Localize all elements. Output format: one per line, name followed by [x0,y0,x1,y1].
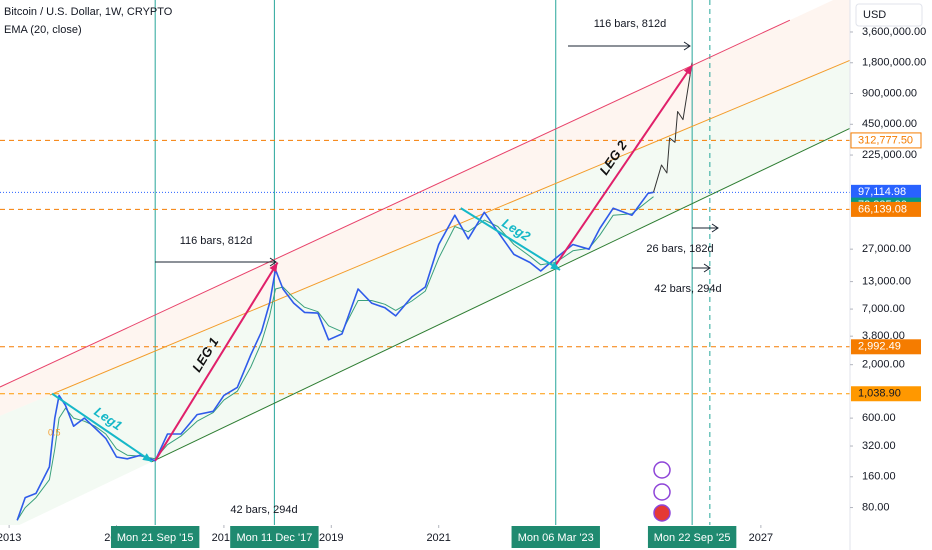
measure-arrow [155,257,277,267]
date-marker-label: Mon 22 Sep '25 [654,532,731,544]
annotation: 42 bars, 294d [230,504,297,516]
trendline [49,59,851,396]
price-badge [851,386,921,402]
y-tick-label: 900,000.00 [862,87,917,99]
indicator-label: EMA (20, close) [4,24,82,36]
currency-button[interactable] [855,3,923,27]
date-marker-label: Mon 21 Sep '15 [117,532,194,544]
annotation: 42 bars, 294d [654,283,721,295]
background [0,0,850,535]
leg-arrow [51,392,153,463]
y-tick-label: 1,800,000.00 [862,57,926,69]
measure-arrow [692,223,719,233]
fib-label: 0.5 [48,427,61,437]
arrow-head [269,262,278,273]
y-tick-label: 320.00 [862,440,896,452]
date-marker-label: Mon 06 Mar '23 [518,532,594,544]
icon[interactable] [653,483,671,501]
y-tick-label: 13,000.00 [862,276,911,288]
annotation: 116 bars, 812d [180,235,253,247]
price-axis-bg [850,0,932,550]
x-tick-label: 2017 [212,532,236,544]
date-marker [230,526,319,548]
arrow-head [550,261,561,270]
trendline [0,19,791,388]
price-line-series [16,191,654,521]
y-tick-label: 450,000.00 [862,118,917,130]
arrow-head [683,65,693,75]
currency[interactable]: USD [863,9,886,21]
leg-arrow [154,261,279,462]
chart-title: Bitcoin / U.S. Dollar, 1W, CRYPTO [4,6,173,18]
y-tick-label: 225,000.00 [862,149,917,161]
price-badge [851,339,921,355]
price-badge-label: 312,777.50 [858,134,913,146]
x-tick-label: 2021 [426,532,450,544]
channel-fill [0,60,850,535]
date-marker-label: Mon 11 Dec '17 [236,532,312,544]
y-tick-label: 7,000.00 [862,303,905,315]
price-badge-label: 66,139.08 [858,203,907,215]
icon[interactable] [653,461,671,479]
measure-arrow [692,263,711,273]
price-badge-label: 97,114.98 [858,186,906,198]
y-tick-label: 600.00 [862,412,896,424]
measure-arrows [155,41,719,273]
y-tick-label: 2,000.00 [862,359,905,371]
x-tick-label: 2013 [0,532,21,544]
y-tick-label: 27,000.00 [862,243,911,255]
date-marker [511,526,600,548]
price-badge-label: 1,038.90 [858,388,901,400]
trendline [151,127,851,463]
annotation: 26 bars, 182d [646,243,713,255]
x-tick-label: 2027 [749,532,773,544]
channel-fill [0,0,850,416]
price-badge [851,201,921,217]
icon[interactable] [653,504,671,522]
y-tick-label: 160.00 [862,471,896,483]
price-badge-label: 2,992.49 [858,341,901,353]
leg-arrow [460,207,561,271]
y-tick-label: 80.00 [862,501,890,513]
event-icons [653,461,671,522]
y-tick-label: 3,800.00 [862,330,905,342]
price-badge [850,132,922,149]
annotation: 116 bars, 812d [594,18,667,30]
projection-line [653,62,693,193]
arrow-head [142,453,152,462]
leg-arrow [554,64,693,266]
date-marker [647,526,737,548]
measure-arrow [568,41,691,51]
x-tick-label: 2019 [319,532,343,544]
y-tick-label: 3,600,000.00 [862,26,926,38]
date-marker [110,526,200,548]
